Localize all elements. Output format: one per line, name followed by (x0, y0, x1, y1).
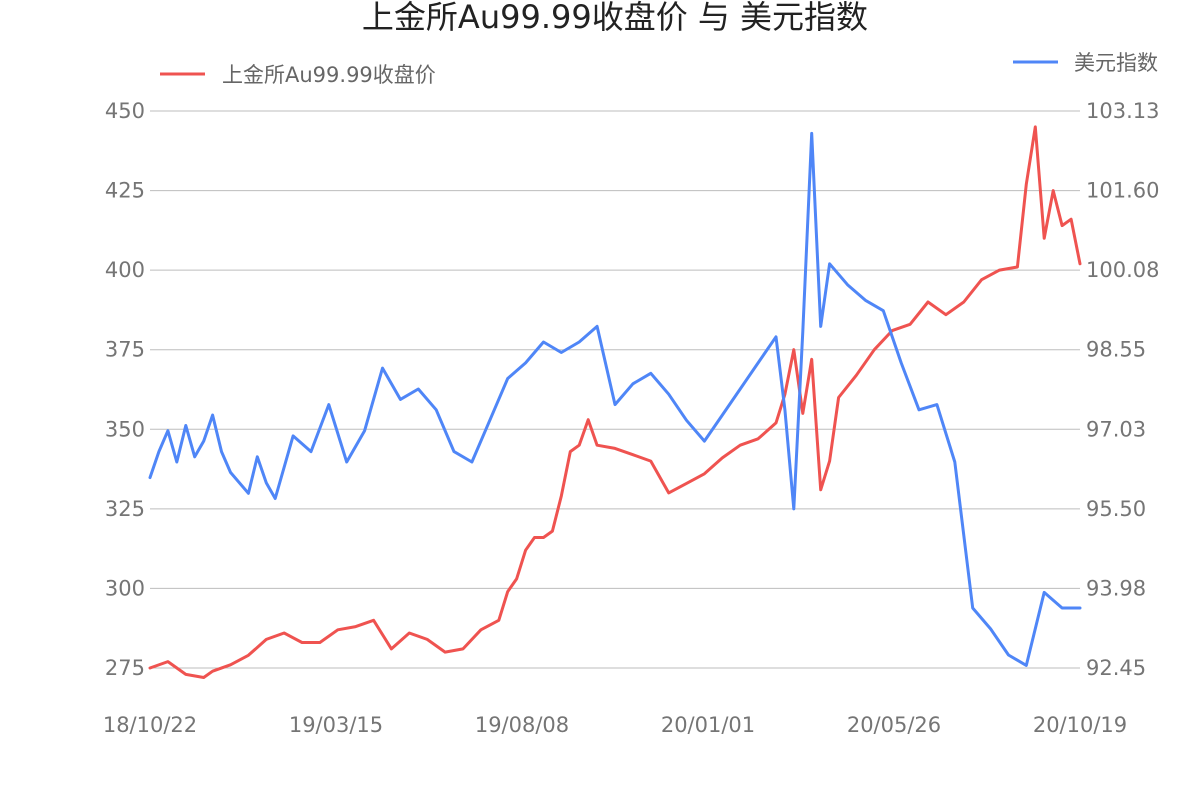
y-left-tick-label: 425 (105, 179, 145, 203)
x-tick-label: 20/10/19 (1033, 713, 1127, 737)
x-tick-label: 20/05/26 (847, 713, 941, 737)
y-right-tick-label: 101.60 (1086, 179, 1159, 203)
y-right-tick-label: 100.08 (1086, 258, 1159, 282)
y-left-tick-label: 400 (105, 258, 145, 282)
x-tick-label: 20/01/01 (661, 713, 755, 737)
legend-label-gold: 上金所Au99.99收盘价 (222, 63, 436, 87)
legend-label-usd: 美元指数 (1074, 51, 1158, 75)
y-left-tick-label: 275 (105, 656, 145, 680)
x-tick-label: 18/10/22 (103, 713, 197, 737)
y-right-tick-label: 98.55 (1086, 338, 1146, 362)
y-right-tick-label: 103.13 (1086, 99, 1159, 123)
x-tick-label: 19/03/15 (289, 713, 383, 737)
chart-title: 上金所Au99.99收盘价 与 美元指数 (362, 0, 868, 36)
y-right-tick-label: 93.98 (1086, 576, 1146, 600)
x-tick-label: 19/08/08 (475, 713, 569, 737)
y-left-tick-label: 450 (105, 99, 145, 123)
y-right-tick-label: 92.45 (1086, 656, 1146, 680)
y-right-tick-label: 95.50 (1086, 497, 1146, 521)
y-left-tick-label: 375 (105, 338, 145, 362)
y-right-tick-label: 97.03 (1086, 417, 1146, 441)
y-left-tick-label: 325 (105, 497, 145, 521)
y-left-tick-label: 350 (105, 417, 145, 441)
y-left-tick-label: 300 (105, 576, 145, 600)
